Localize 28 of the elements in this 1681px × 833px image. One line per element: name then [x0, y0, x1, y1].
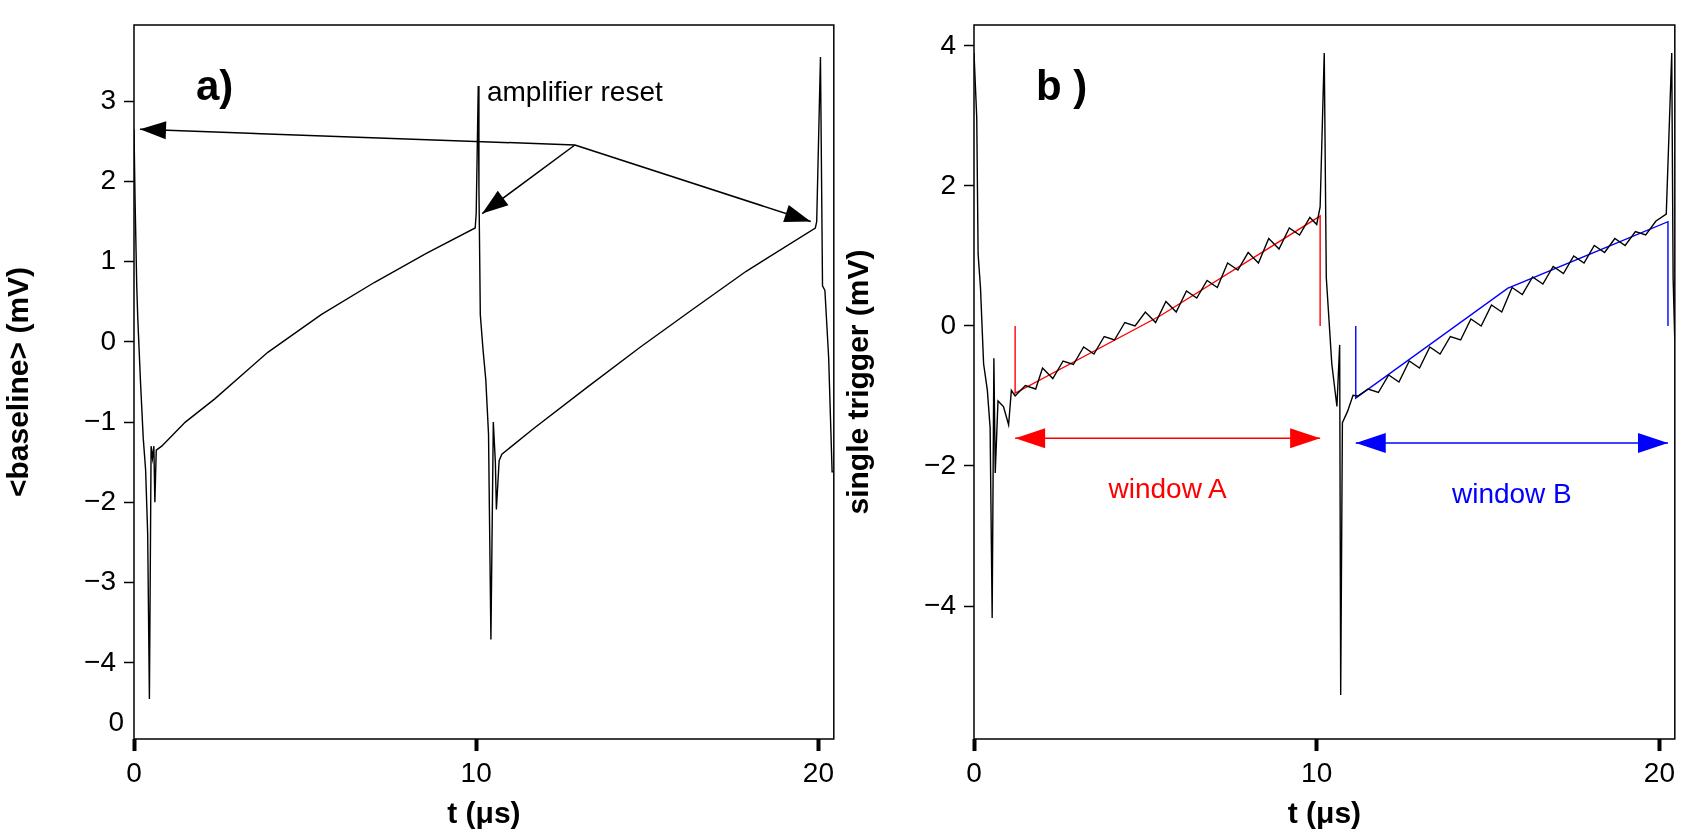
annotation: a)	[196, 62, 234, 109]
x-tick-label: 10	[1301, 756, 1333, 788]
x-tick-label: 20	[802, 756, 834, 788]
y-tick-label: 1	[100, 244, 116, 276]
x-axis-title: t (μs)	[447, 796, 521, 830]
y-axis-title: <baseline> (mV)	[1, 266, 35, 498]
x-tick-label: 20	[1643, 756, 1675, 788]
x-tick-label: 10	[460, 756, 492, 788]
y-axis-title: single trigger (mV)	[841, 249, 875, 515]
y-tick-label: 0	[100, 324, 116, 356]
y-tick-label: 2	[940, 168, 956, 200]
annotation: b )	[1036, 62, 1088, 109]
y-tick-label: −2	[924, 448, 956, 480]
annotation: window A	[1107, 472, 1228, 504]
y-tick-label: 0	[940, 308, 956, 340]
annotation: window B	[1450, 477, 1572, 509]
y-tick-label: −3	[84, 565, 116, 597]
y-tick-label: 2	[100, 164, 116, 196]
y-tick-label: −4	[924, 588, 956, 620]
y-tick-label: −1	[84, 404, 116, 436]
x-axis-title: t (μs)	[1287, 796, 1362, 830]
x-tick-label: 0	[126, 756, 142, 788]
y-tick-label: −2	[84, 485, 116, 517]
y-tick-label: 4	[940, 28, 956, 60]
y-tick-label: −4	[84, 645, 116, 677]
annotation: amplifier reset	[486, 75, 664, 107]
x-tick-label: 0	[966, 756, 982, 788]
y-tick-label: 3	[100, 83, 116, 115]
